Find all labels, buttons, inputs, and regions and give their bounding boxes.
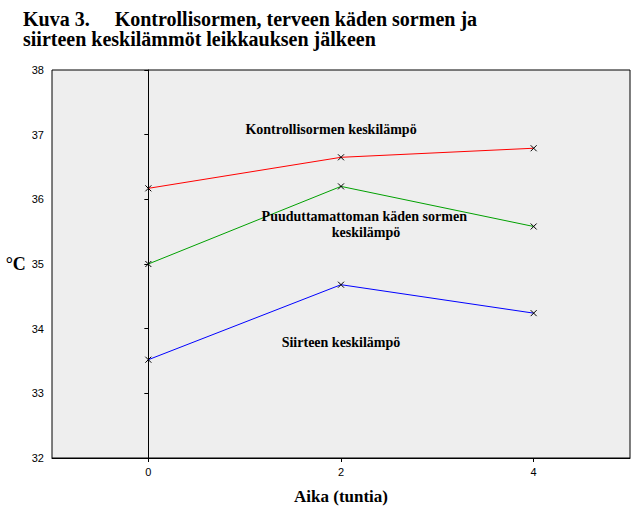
svg-text:38: 38 — [32, 64, 44, 76]
svg-text:Aika (tuntia): Aika (tuntia) — [294, 487, 388, 506]
svg-text:Siirteen keskilämpö: Siirteen keskilämpö — [282, 335, 401, 350]
svg-text:32: 32 — [32, 452, 44, 464]
svg-text:33: 33 — [32, 387, 44, 399]
svg-text:4: 4 — [531, 466, 537, 478]
svg-text:36: 36 — [32, 193, 44, 205]
svg-text:Kontrollisormen keskilämpö: Kontrollisormen keskilämpö — [245, 122, 416, 137]
svg-text:37: 37 — [32, 129, 44, 141]
svg-text:Puuduttamattoman käden sormen: Puuduttamattoman käden sormen — [262, 209, 471, 224]
svg-text:°C: °C — [6, 254, 26, 274]
svg-text:0: 0 — [145, 466, 151, 478]
svg-text:siirteen keskilämmöt leikkauks: siirteen keskilämmöt leikkauksen jälkeen — [23, 28, 376, 51]
svg-text:35: 35 — [32, 258, 44, 270]
svg-text:keskilämpö: keskilämpö — [332, 225, 400, 240]
svg-text:34: 34 — [32, 323, 44, 335]
svg-text:Kuva 3. Kontrollisormen, terve: Kuva 3. Kontrollisormen, terveen käden s… — [23, 8, 477, 30]
svg-text:2: 2 — [338, 466, 344, 478]
